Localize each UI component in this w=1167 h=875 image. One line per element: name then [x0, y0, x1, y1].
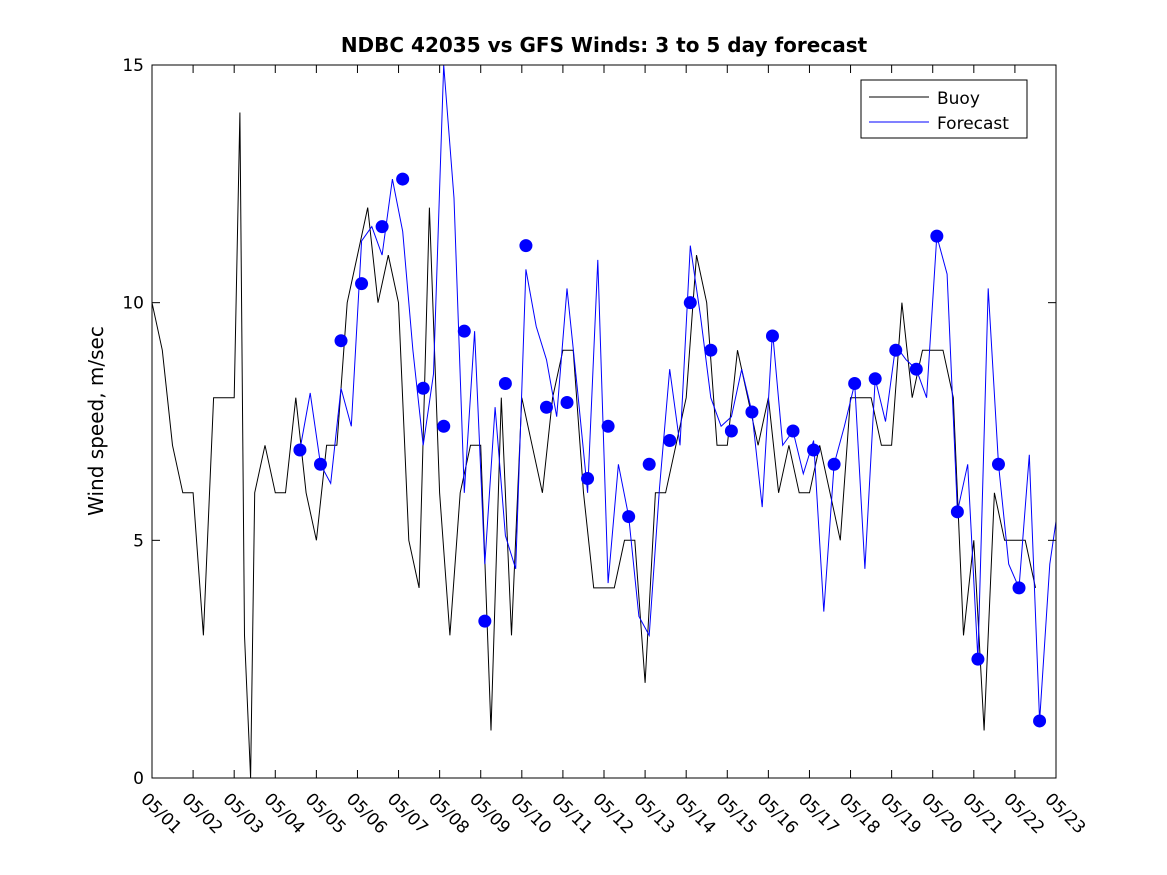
y-tick-label: 15: [122, 56, 144, 76]
x-tick-label: 05/14: [671, 789, 720, 838]
forecast-point: [293, 443, 307, 457]
forecast-point: [519, 239, 533, 253]
x-tick-label: 05/06: [342, 789, 391, 838]
forecast-point: [991, 457, 1005, 471]
x-tick-label: 05/04: [260, 789, 309, 838]
forecast-point: [642, 457, 656, 471]
forecast-point: [745, 405, 759, 419]
x-tick-label: 05/18: [835, 789, 884, 838]
forecast-point: [765, 329, 779, 343]
x-tick-label: 05/21: [958, 789, 1007, 838]
forecast-point: [848, 376, 862, 390]
x-tick-label: 05/08: [424, 789, 473, 838]
y-axis-label: Wind speed, m/sec: [84, 326, 108, 516]
forecast-point: [457, 324, 471, 338]
forecast-point: [971, 652, 985, 666]
x-tick-label: 05/05: [301, 789, 350, 838]
forecast-point: [786, 424, 800, 438]
x-tick-label: 05/02: [178, 789, 227, 838]
x-tick-label: 05/15: [712, 789, 761, 838]
forecast-point: [334, 334, 348, 348]
legend: Buoy Forecast: [860, 79, 1028, 139]
forecast-point: [663, 434, 677, 448]
forecast-point: [478, 614, 492, 628]
chart-title: NDBC 42035 vs GFS Winds: 3 to 5 day fore…: [341, 33, 868, 57]
x-tick-label: 05/10: [506, 789, 555, 838]
x-tick-label: 05/03: [219, 789, 268, 838]
forecast-line: [299, 64, 1057, 722]
forecast-point: [807, 443, 821, 457]
forecast-point: [313, 457, 327, 471]
forecast-point: [930, 229, 944, 243]
x-tick-label: 05/11: [547, 789, 596, 838]
y-tick-label: 10: [122, 294, 144, 314]
forecast-point: [724, 424, 738, 438]
legend-forecast-label: Forecast: [937, 114, 1009, 134]
legend-buoy-label: Buoy: [937, 89, 980, 109]
y-tick-label: 0: [133, 769, 144, 789]
forecast-point: [1033, 714, 1047, 728]
forecast-point: [950, 505, 964, 519]
x-tick-label: 05/22: [999, 789, 1048, 838]
forecast-point: [868, 372, 882, 386]
forecast-point: [622, 510, 636, 524]
forecast-point: [355, 277, 369, 291]
forecast-point: [416, 381, 430, 395]
x-tick-label: 05/19: [876, 789, 925, 838]
x-tick-label: 05/13: [630, 789, 679, 838]
forecast-point: [909, 362, 923, 376]
forecast-point: [581, 472, 595, 486]
forecast-point: [396, 172, 410, 186]
forecast-point: [889, 343, 903, 357]
x-tick-label: 05/17: [794, 789, 843, 838]
forecast-point: [539, 400, 553, 414]
forecast-point: [560, 395, 574, 409]
forecast-point: [827, 457, 841, 471]
forecast-point: [437, 419, 451, 433]
y-tick-label: 5: [133, 531, 144, 551]
buoy-line: [151, 112, 1036, 779]
forecast-point: [704, 343, 718, 357]
forecast-point: [498, 376, 512, 390]
forecast-point: [683, 296, 697, 310]
x-tick-label: 05/09: [465, 789, 514, 838]
series-layer: [151, 64, 1057, 779]
legend-box: [860, 79, 1028, 139]
x-tick-label: 05/12: [588, 789, 637, 838]
forecast-point: [601, 419, 615, 433]
x-tick-label: 05/01: [136, 789, 185, 838]
forecast-point: [1012, 581, 1026, 595]
forecast-point: [375, 220, 389, 234]
x-tick-label: 05/23: [1040, 789, 1089, 838]
x-tick-label: 05/07: [383, 789, 432, 838]
x-tick-label: 05/16: [753, 789, 802, 838]
x-tick-label: 05/20: [917, 789, 966, 838]
